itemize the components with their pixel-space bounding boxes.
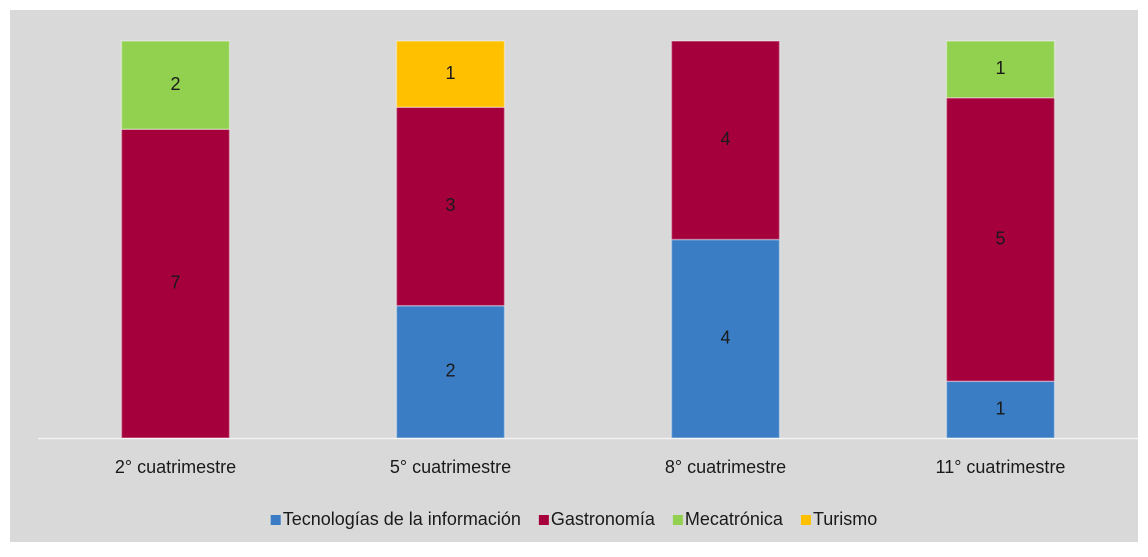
data-label: 1 [995, 398, 1005, 418]
data-label: 1 [995, 58, 1005, 78]
data-label: 4 [720, 129, 730, 149]
bar-segment [945, 380, 1056, 439]
bar-segment [945, 96, 1056, 383]
bar-segment [945, 40, 1056, 99]
bar-segment [120, 128, 231, 439]
legend-swatch [672, 515, 683, 525]
bar-segment [395, 106, 506, 307]
x-tick-label: 8° cuatrimestre [665, 457, 786, 477]
bar-segment [120, 40, 231, 130]
data-label: 3 [445, 195, 455, 215]
legend-swatch [538, 515, 549, 525]
legend-label: Turismo [813, 509, 877, 529]
legend-swatch [800, 515, 811, 525]
data-label: 7 [170, 272, 180, 292]
data-label: 2 [170, 74, 180, 94]
x-tick-label: 5° cuatrimestre [390, 457, 511, 477]
bar-segment [395, 304, 506, 439]
legend-label: Mecatrónica [685, 509, 784, 529]
bar-segment [670, 40, 781, 241]
x-tick-label: 2° cuatrimestre [115, 457, 236, 477]
x-tick-label: 11° cuatrimestre [936, 457, 1066, 477]
legend-swatch [270, 515, 281, 525]
data-label: 1 [445, 63, 455, 83]
legend-label: Gastronomía [551, 509, 656, 529]
data-label: 2 [445, 361, 455, 381]
bar-segment [395, 40, 506, 108]
data-label: 5 [995, 228, 1005, 248]
data-label: 4 [720, 328, 730, 348]
bar-segment [670, 238, 781, 439]
legend-label: Tecnologías de la información [283, 509, 521, 529]
